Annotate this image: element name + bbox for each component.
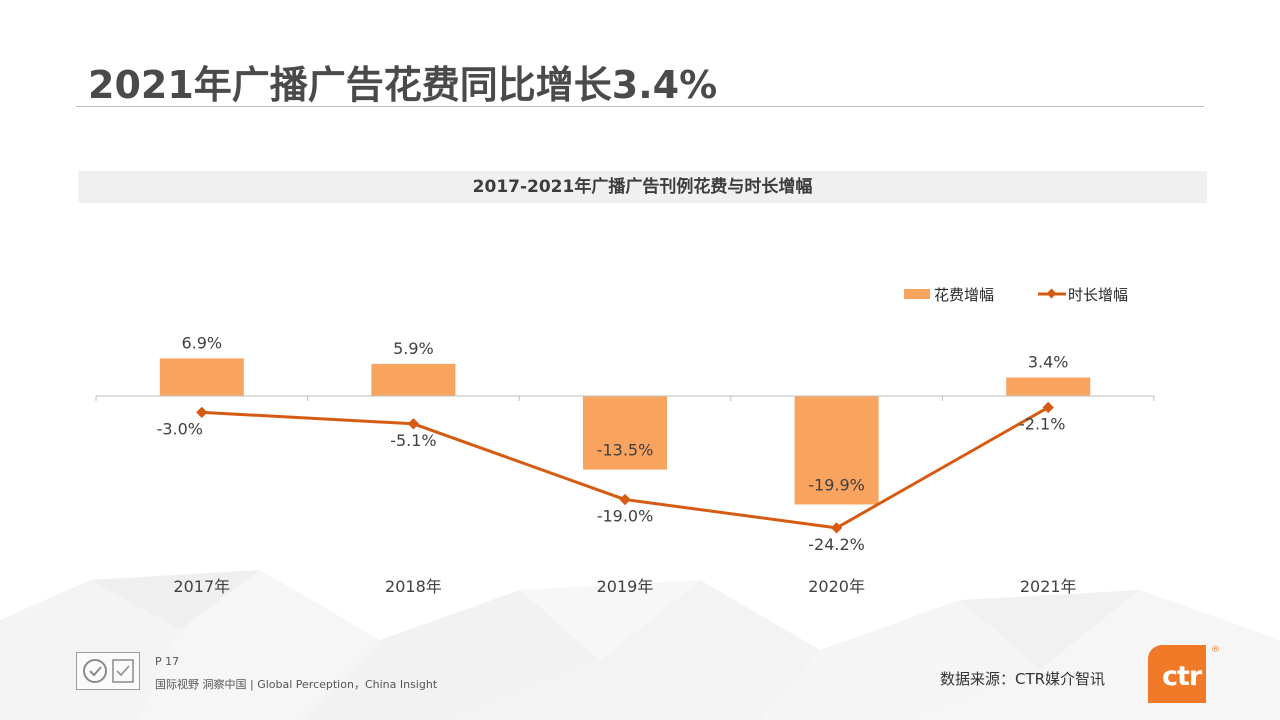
x-tick-label: 2018年 [385,577,442,596]
data-source: 数据来源：CTR媒介智讯 [940,670,1106,688]
line-data-label: -24.2% [808,535,865,554]
legend: 花费增幅 时长增幅 [904,286,1128,304]
bar-data-label: 6.9% [181,333,222,352]
bar-2017年 [159,358,244,396]
ctr-logo-text: ctr [1162,661,1202,692]
line-point-2017年 [196,406,208,419]
line-data-label: -19.0% [597,507,654,526]
title-divider [76,106,1204,107]
bar-data-label: -19.9% [808,475,865,494]
x-tick-label: 2021年 [1020,577,1077,596]
x-tick-label: 2019年 [597,577,654,596]
bar-2019年 [583,396,667,470]
bar-data-label: 3.4% [1028,352,1069,371]
ctr-logo: ctr [1148,645,1206,703]
line-layer [196,401,1054,534]
bar-2018年 [371,363,456,396]
page-number: P 17 [155,655,180,668]
legend-swatch-bar [904,289,930,299]
chart-title: 2017-2021年广播广告刊例花费与时长增幅 [78,171,1207,203]
bars-layer [159,358,1091,505]
legend-label-bar: 花费增幅 [934,286,994,304]
x-tick-label: 2020年 [808,577,865,596]
combo-chart: 2017年 2018年 2019年 2020年 2021年 6.9% 5.9% -13.5%… [95,286,1155,596]
bar-2020年 [794,396,879,505]
bar-data-label: 5.9% [393,339,434,358]
axis-layer: 2017年 2018年 2019年 2020年 2021年 [95,395,1155,596]
line-point-2021年 [1042,401,1054,414]
legend-marker-line [1046,288,1057,299]
line-data-label: -2.1% [1019,414,1065,433]
certification-logo [76,652,140,690]
x-tick-label: 2017年 [173,577,230,596]
legend-label-line: 时长增幅 [1068,286,1128,304]
line-point-2020年 [830,522,843,534]
labels-layer: 6.9% 5.9% -13.5% -19.9% 3.4% -3.0% -5.1% -19.0%… [157,333,1069,553]
line-data-label: -5.1% [390,431,436,450]
bar-2021年 [1006,377,1091,396]
line-point-2019年 [619,493,631,506]
registered-mark: ® [1211,645,1220,655]
line-data-label: -3.0% [157,419,203,438]
page-title: 2021年广播广告花费同比增长3.4% [88,63,718,107]
line-point-2018年 [407,418,420,430]
bar-data-label: -13.5% [597,441,654,460]
tagline: 国际视野 洞察中国 | Global Perception，China Insi… [155,678,438,691]
